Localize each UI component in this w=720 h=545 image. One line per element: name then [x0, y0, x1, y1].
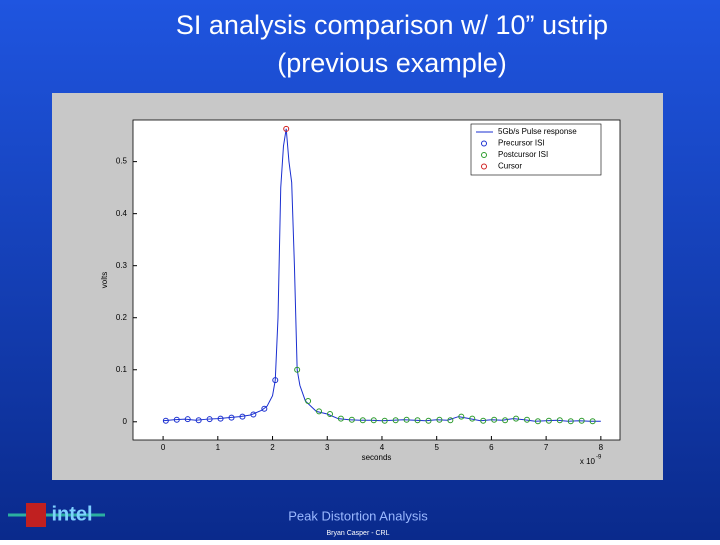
marker	[436, 416, 443, 423]
marker	[545, 417, 552, 424]
marker	[326, 410, 333, 417]
y-tick-label: 0.2	[116, 313, 128, 322]
x-tick-label: 5	[434, 443, 439, 452]
marker	[261, 405, 268, 412]
marker	[567, 418, 574, 425]
x-tick-label: 8	[599, 443, 604, 452]
marker	[480, 417, 487, 424]
marker	[403, 416, 410, 423]
marker	[502, 417, 509, 424]
marker	[337, 415, 344, 422]
legend-label: Postcursor ISI	[498, 150, 548, 159]
x-axis-label: seconds	[362, 453, 392, 462]
marker	[556, 417, 563, 424]
logo: intel	[8, 503, 105, 527]
y-tick-label: 0.1	[116, 365, 128, 374]
marker	[513, 415, 520, 422]
logo-text: intel	[51, 503, 92, 525]
y-axis-label: volts	[100, 272, 109, 288]
marker	[228, 414, 235, 421]
marker	[491, 416, 498, 423]
y-tick-label: 0	[123, 417, 128, 426]
slide-title: SI analysis comparison w/ 10” ustrip	[176, 10, 608, 40]
x-tick-label: 4	[380, 443, 385, 452]
marker	[272, 377, 279, 384]
marker	[589, 418, 596, 425]
legend-swatch	[481, 140, 487, 147]
x-tick-label: 7	[544, 443, 549, 452]
x-tick-label: 6	[489, 443, 494, 452]
marker	[392, 417, 399, 424]
marker	[305, 397, 312, 404]
x-multiplier-exp: -9	[596, 455, 602, 461]
y-tick-label: 0.4	[116, 209, 128, 218]
y-tick-label: 0.3	[116, 261, 128, 270]
marker	[348, 416, 355, 423]
marker	[173, 416, 180, 423]
legend-label: 5Gb/s Pulse response	[498, 127, 577, 136]
marker	[195, 417, 202, 424]
x-tick-label: 1	[216, 443, 221, 452]
marker	[578, 417, 585, 424]
marker	[381, 417, 388, 424]
marker	[184, 416, 191, 423]
marker	[217, 415, 224, 422]
marker	[359, 417, 366, 424]
marker	[370, 417, 377, 424]
marker	[425, 417, 432, 424]
y-tick-label: 0.5	[116, 157, 128, 166]
marker	[294, 366, 301, 373]
marker	[523, 416, 530, 423]
marker	[534, 418, 541, 425]
legend-swatch	[481, 152, 487, 158]
x-tick-label: 0	[161, 443, 166, 452]
marker	[458, 413, 465, 420]
slide-title: (previous example)	[277, 48, 507, 78]
x-tick-label: 3	[325, 443, 330, 452]
author: Bryan Casper - CRL	[326, 530, 389, 537]
chart: 0 0.1 0.2 0.3 0.4 0.5 0 1 2 3 4 5 6 7 8 seconds x 10 -9 vo…	[100, 123, 604, 466]
legend-label: Cursor	[498, 162, 522, 171]
marker	[447, 417, 454, 424]
legend-swatch	[481, 163, 487, 170]
legend-label: Precursor ISI	[498, 139, 545, 148]
x-tick-label: 2	[270, 443, 275, 452]
marker	[239, 413, 246, 420]
marker	[206, 416, 213, 423]
logo-crest	[26, 503, 46, 527]
footer: Peak Distortion Analysis	[288, 508, 428, 523]
pulse-line	[163, 128, 601, 422]
marker	[250, 411, 257, 418]
marker	[283, 125, 290, 132]
marker	[414, 417, 421, 424]
marker	[469, 415, 476, 422]
x-multiplier: x 10	[580, 457, 596, 466]
marker	[316, 408, 323, 415]
marker	[162, 417, 169, 424]
